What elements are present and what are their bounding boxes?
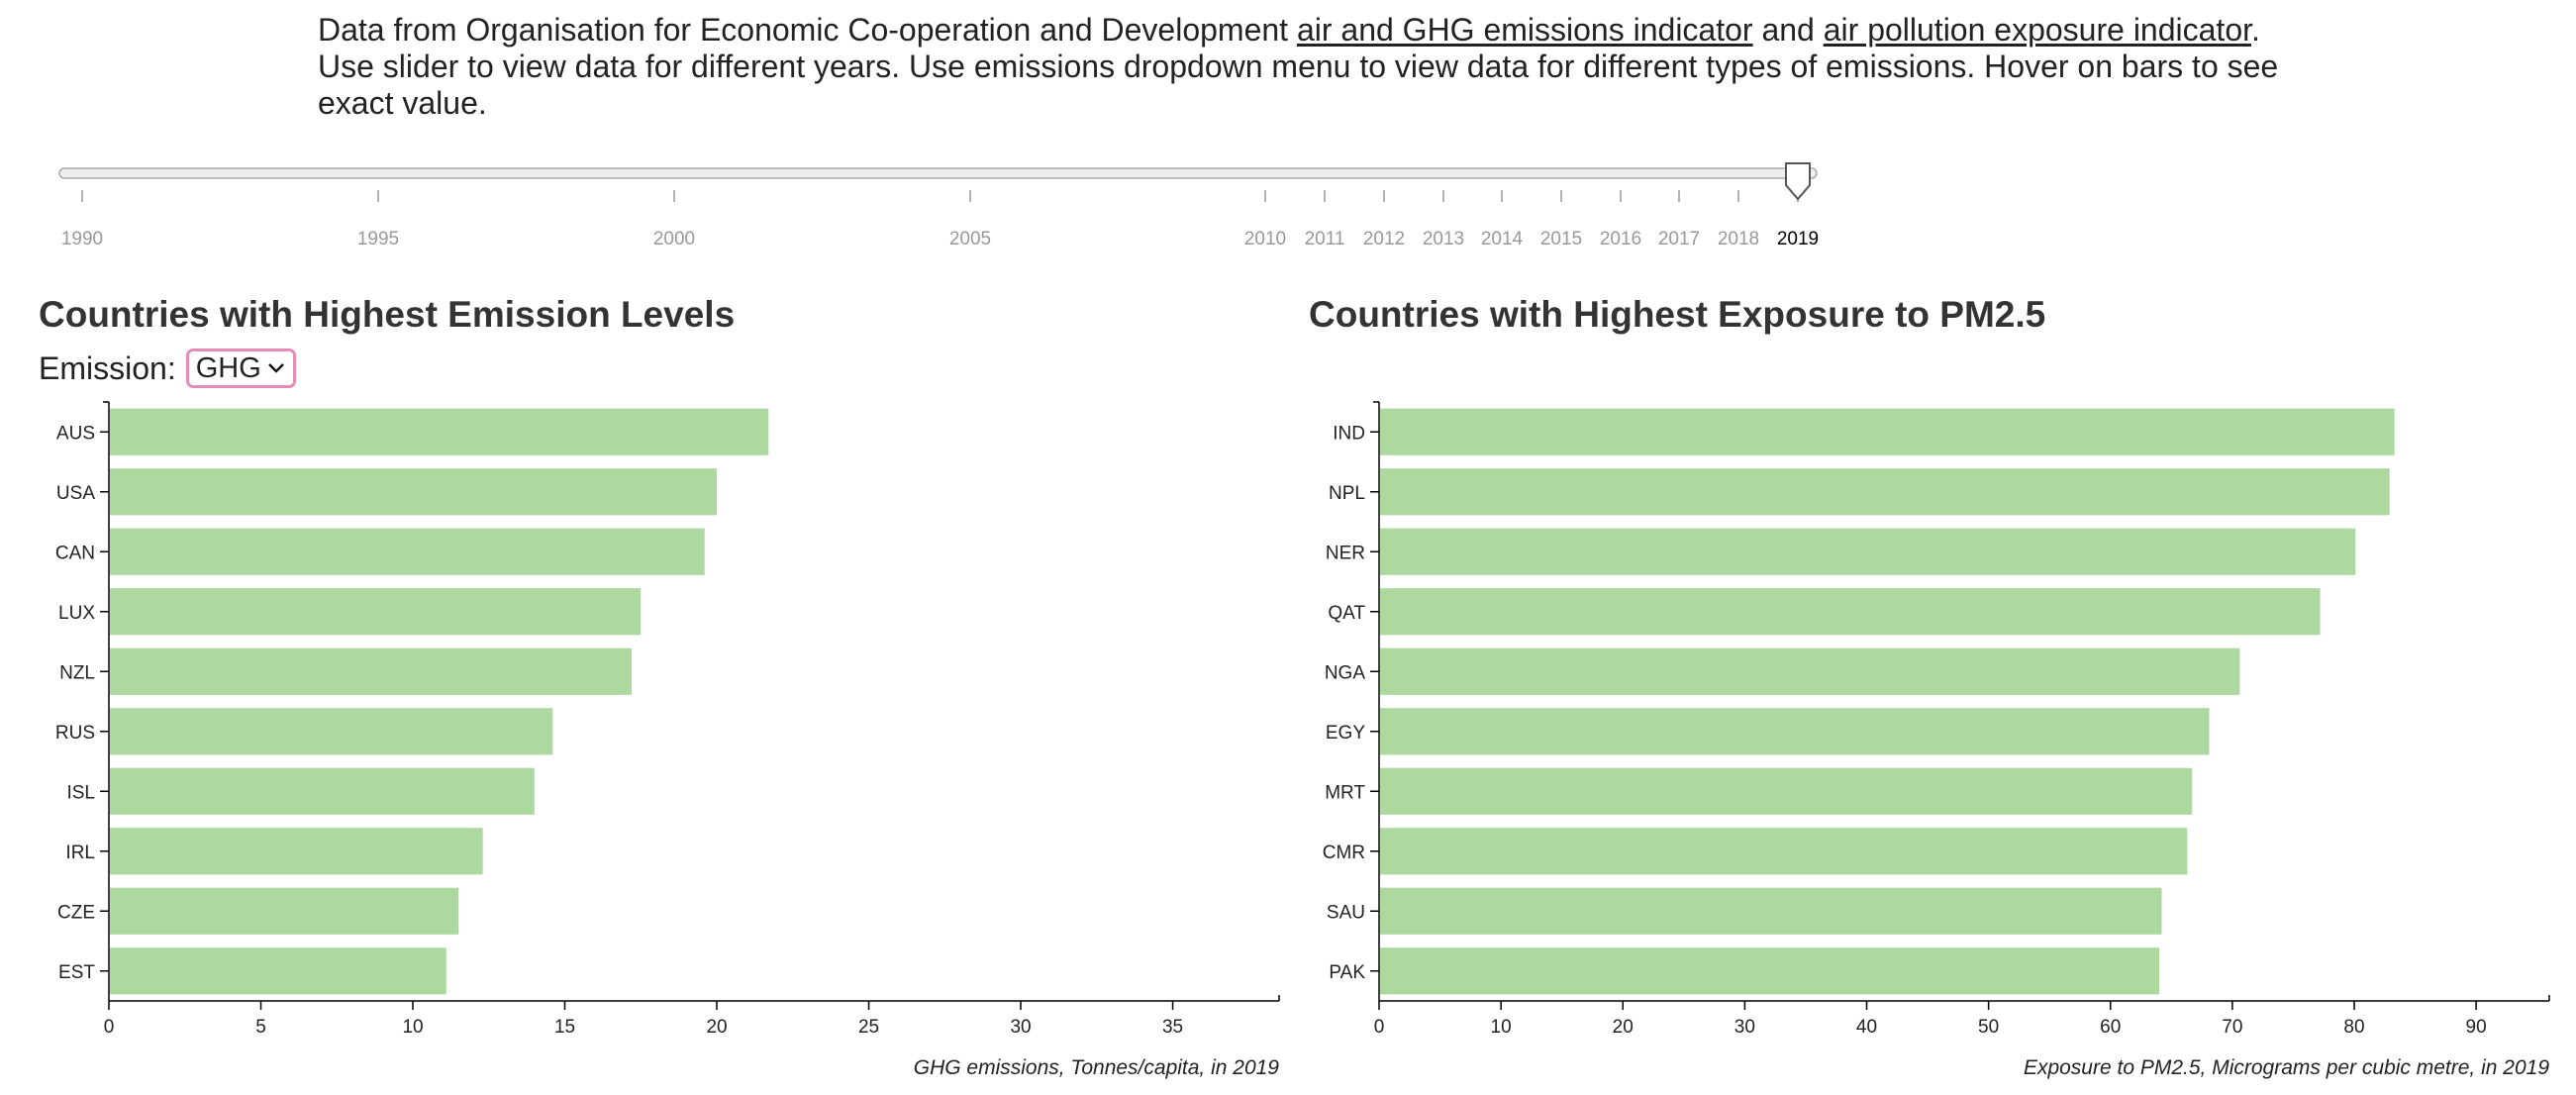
x-tick-label: 60 — [2100, 1017, 2121, 1038]
intro-text-after: . Use slider to view data for different … — [318, 12, 2279, 121]
bar-isl[interactable] — [110, 767, 535, 815]
x-tick-label: 90 — [2466, 1017, 2487, 1038]
y-tick-label: CMR — [1323, 843, 1365, 863]
emission-dropdown[interactable]: GHG — [185, 348, 296, 388]
y-tick-label: IND — [1333, 423, 1365, 444]
x-axis-label: Exposure to PM2.5, Micrograms per cubic … — [2024, 1056, 2549, 1079]
bar-can[interactable] — [110, 528, 705, 575]
slider-tick-label[interactable]: 2018 — [1718, 229, 1759, 249]
slider-tick-label[interactable]: 2000 — [653, 229, 695, 249]
x-tick-label: 25 — [858, 1017, 879, 1038]
pollution-exposure-link[interactable]: air pollution exposure indicator — [1823, 12, 2251, 48]
x-tick-label: 30 — [1010, 1017, 1031, 1038]
emissions-bar-chart: AUS USA CAN LUX NZL RUS ISL IRL CZE EST 0 5 10 15 20 25… — [55, 401, 1280, 1079]
slider-tick-label[interactable]: 2019 — [1777, 229, 1819, 249]
slider-tick-label[interactable]: 2013 — [1423, 229, 1464, 249]
bar-usa[interactable] — [110, 468, 718, 516]
slider-tick-label[interactable]: 2005 — [949, 229, 991, 249]
y-tick-label: CAN — [55, 543, 95, 563]
bar-qat[interactable] — [1380, 588, 2321, 636]
slider-tick-label[interactable]: 2015 — [1540, 229, 1582, 249]
x-tick-label: 35 — [1162, 1017, 1183, 1038]
bar-nzl[interactable] — [110, 647, 633, 695]
y-tick-label: NER — [1326, 543, 1365, 563]
x-tick-label: 15 — [554, 1017, 575, 1038]
slider-tick-label[interactable]: 1995 — [357, 229, 399, 249]
x-tick-label: 40 — [1856, 1017, 1877, 1038]
y-tick-label: NZL — [59, 662, 95, 683]
bar-rus[interactable] — [110, 708, 553, 755]
emission-selected-value: GHG — [195, 352, 261, 384]
bar-lux[interactable] — [110, 588, 642, 636]
x-axis-label: GHG emissions, Tonnes/capita, in 2019 — [914, 1056, 1280, 1079]
bar-aus[interactable] — [110, 408, 769, 455]
left-chart-title: Countries with Highest Emission Levels — [39, 294, 736, 335]
slider-tick-label[interactable]: 2014 — [1481, 229, 1524, 249]
x-tick-label: 0 — [104, 1017, 115, 1038]
bar-ner[interactable] — [1380, 528, 2356, 575]
bar-sau[interactable] — [1380, 887, 2162, 935]
slider-handle[interactable] — [1785, 162, 1811, 201]
chevron-down-icon — [267, 363, 284, 373]
emission-label: Emission: — [39, 349, 176, 386]
x-tick-label: 20 — [1613, 1017, 1634, 1038]
slider-tick-label[interactable]: 1990 — [61, 229, 103, 249]
x-tick-label: 10 — [402, 1017, 423, 1038]
x-tick-label: 80 — [2343, 1017, 2364, 1038]
x-tick-label: 20 — [706, 1017, 727, 1038]
right-chart-title: Countries with Highest Exposure to PM2.5 — [1309, 294, 2046, 335]
y-tick-label: LUX — [58, 603, 95, 624]
y-tick-label: MRT — [1325, 782, 1365, 803]
bar-cmr[interactable] — [1380, 828, 2188, 875]
y-tick-label: EGY — [1326, 723, 1365, 744]
x-tick-label: 10 — [1491, 1017, 1512, 1038]
x-tick-label: 50 — [1978, 1017, 1999, 1038]
y-tick-label: IRL — [65, 843, 95, 863]
slider-tick-label[interactable]: 2016 — [1600, 229, 1641, 249]
bar-nga[interactable] — [1380, 647, 2240, 695]
y-tick-label: NPL — [1329, 483, 1365, 504]
x-tick-label: 30 — [1734, 1017, 1755, 1038]
intro-text: Data from Organisation for Economic Co-o… — [318, 12, 2288, 122]
bar-irl[interactable] — [110, 828, 483, 875]
bar-est[interactable] — [110, 947, 446, 995]
x-tick-label: 70 — [2222, 1017, 2242, 1038]
slider-tick-label[interactable]: 2010 — [1244, 229, 1286, 249]
slider-tick-label[interactable]: 2017 — [1658, 229, 1700, 249]
y-tick-label: ISL — [66, 782, 95, 803]
bar-mrt[interactable] — [1380, 767, 2193, 815]
y-tick-label: QAT — [1328, 603, 1365, 624]
bar-npl[interactable] — [1380, 468, 2390, 516]
intro-text-before: Data from Organisation for Economic Co-o… — [318, 12, 1297, 48]
y-tick-label: CZE — [57, 902, 95, 923]
bar-pak[interactable] — [1380, 947, 2159, 995]
pm25-bar-chart: IND NPL NER QAT NGA EGY MRT CMR SAU PAK 0 10 20 30 40 5… — [1323, 401, 2550, 1079]
y-tick-label: RUS — [55, 723, 95, 744]
y-tick-label: SAU — [1327, 902, 1365, 923]
bar-ind[interactable] — [1380, 408, 2395, 455]
x-tick-label: 5 — [255, 1017, 266, 1038]
emission-control: Emission: GHG — [39, 348, 296, 388]
y-tick-label: NGA — [1325, 662, 1366, 683]
y-tick-label: EST — [58, 962, 95, 983]
year-slider[interactable]: 1990 1995 2000 2005 2010 2011 2012 2013 2014 2015… — [0, 149, 1881, 257]
y-tick-label: USA — [56, 483, 95, 504]
x-tick-label: 0 — [1374, 1017, 1385, 1038]
y-tick-label: PAK — [1329, 962, 1365, 983]
emissions-indicator-link[interactable]: air and GHG emissions indicator — [1296, 12, 1753, 48]
intro-text-mid: and — [1752, 12, 1824, 48]
y-tick-label: AUS — [56, 423, 95, 444]
bar-egy[interactable] — [1380, 708, 2210, 755]
slider-track[interactable] — [58, 167, 1818, 179]
slider-tick-label[interactable]: 2012 — [1363, 229, 1405, 249]
slider-tick-label[interactable]: 2011 — [1305, 229, 1345, 249]
bar-cze[interactable] — [110, 887, 459, 935]
